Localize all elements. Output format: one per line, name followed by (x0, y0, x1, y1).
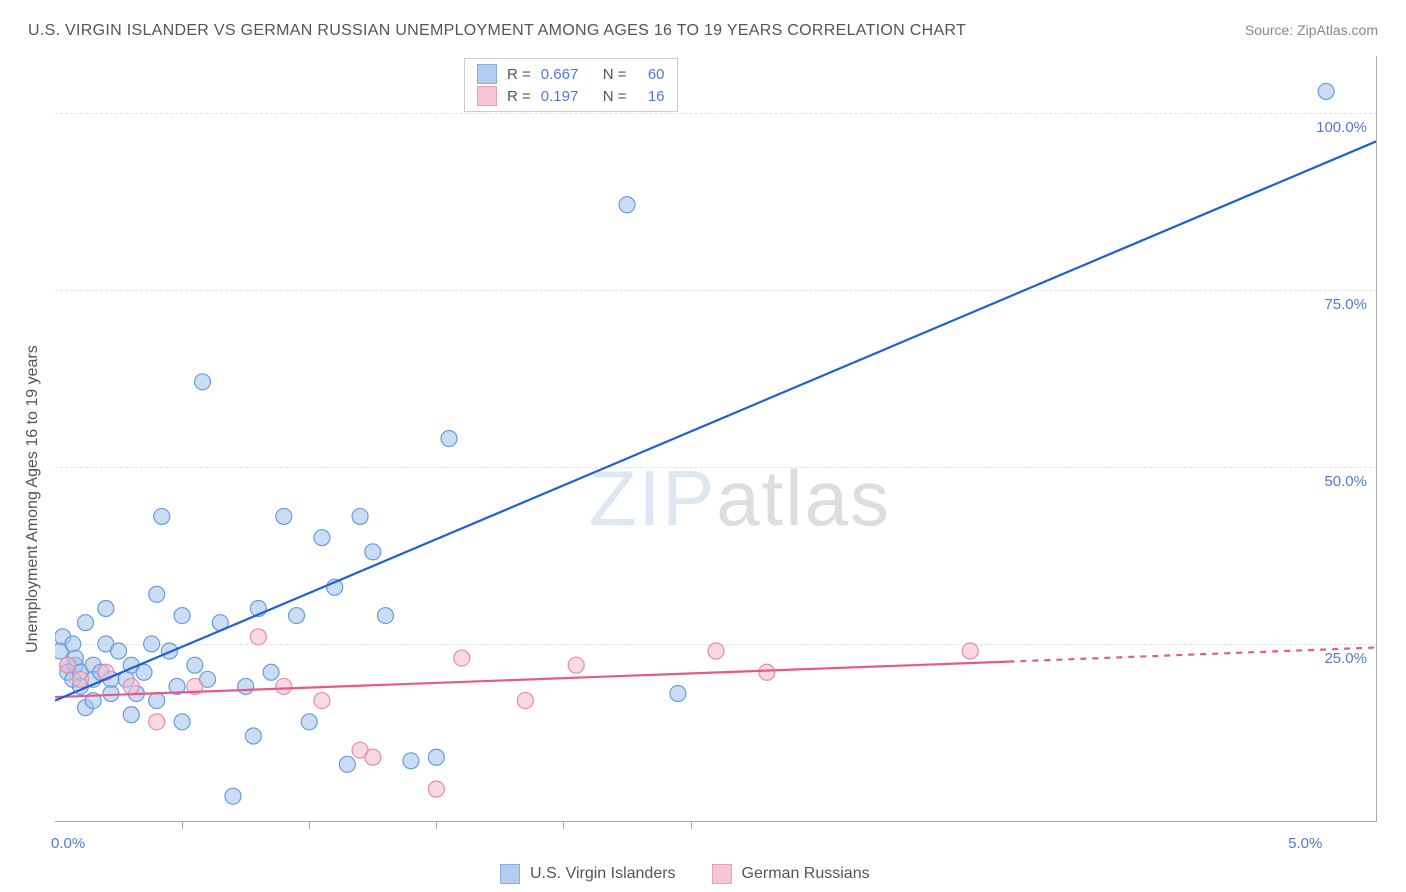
x-tick (563, 821, 564, 829)
chart-title: U.S. VIRGIN ISLANDER VS GERMAN RUSSIAN U… (28, 22, 966, 40)
legend-r-label: R = (507, 88, 531, 105)
legend-swatch (500, 864, 520, 884)
scatter-svg (55, 56, 1377, 821)
legend-swatch (477, 86, 497, 106)
legend-r-label: R = (507, 66, 531, 83)
y-tick-label: 25.0% (1324, 650, 1367, 667)
legend-series: U.S. Virgin Islanders German Russians (500, 864, 870, 884)
y-axis-label: Unemployment Among Ages 16 to 19 years (24, 345, 42, 653)
legend-series-name: German Russians (742, 865, 870, 883)
x-axis (55, 821, 1377, 822)
x-tick (309, 821, 310, 829)
legend-series-item: U.S. Virgin Islanders (500, 864, 676, 884)
legend-row: R = 0.667 N = 60 (465, 63, 677, 85)
legend-correlation: R = 0.667 N = 60 R = 0.197 N = 16 (464, 58, 678, 112)
legend-n-label: N = (603, 88, 627, 105)
legend-series-name: U.S. Virgin Islanders (530, 865, 676, 883)
legend-r-value: 0.667 (541, 66, 593, 83)
x-tick (436, 821, 437, 829)
x-tick-label: 0.0% (51, 835, 85, 852)
legend-n-value: 16 (637, 88, 665, 105)
legend-swatch (477, 64, 497, 84)
legend-n-value: 60 (637, 66, 665, 83)
legend-row: R = 0.197 N = 16 (465, 85, 677, 107)
x-tick (182, 821, 183, 829)
y-tick-label: 100.0% (1316, 119, 1367, 136)
legend-series-item: German Russians (712, 864, 870, 884)
plot-area: ZIPatlas 25.0%50.0%75.0%100.0%0.0%5.0% (55, 56, 1377, 821)
legend-swatch (712, 864, 732, 884)
x-tick-label: 5.0% (1288, 835, 1322, 852)
legend-r-value: 0.197 (541, 88, 593, 105)
legend-n-label: N = (603, 66, 627, 83)
x-tick (691, 821, 692, 829)
source-label: Source: ZipAtlas.com (1245, 22, 1378, 38)
y-axis-right (1376, 56, 1377, 821)
y-tick-label: 75.0% (1324, 296, 1367, 313)
y-tick-label: 50.0% (1324, 473, 1367, 490)
